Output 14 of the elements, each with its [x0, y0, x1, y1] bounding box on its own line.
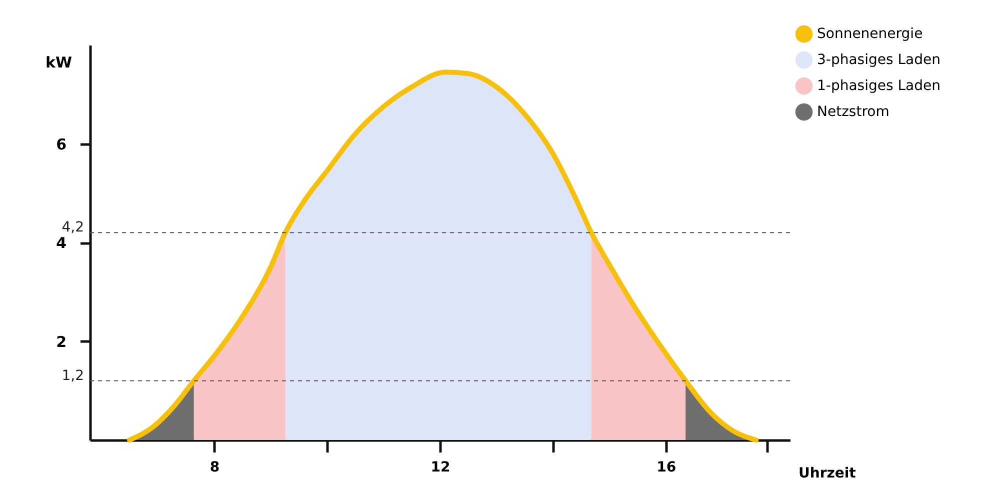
x-tick-label: 12	[430, 460, 450, 476]
ref-line-label: 1,2	[62, 368, 84, 384]
y-tick-label: 6	[56, 135, 66, 154]
legend-label: Netzstrom	[817, 104, 890, 120]
x-tick-label: 16	[656, 460, 676, 476]
legend-label: 3-phasiges Laden	[817, 52, 940, 68]
x-tick-label: 8	[210, 460, 220, 476]
legend-label: Sonnenenergie	[817, 26, 923, 42]
ref-line-label: 4,2	[62, 220, 84, 236]
x-axis-title: Uhrzeit	[798, 466, 856, 482]
y-axis-title: kW	[46, 54, 72, 72]
legend-label: 1-phasiges Laden	[817, 78, 940, 94]
y-tick-label: 2	[56, 332, 66, 351]
y-tick-label: 4	[56, 234, 66, 252]
